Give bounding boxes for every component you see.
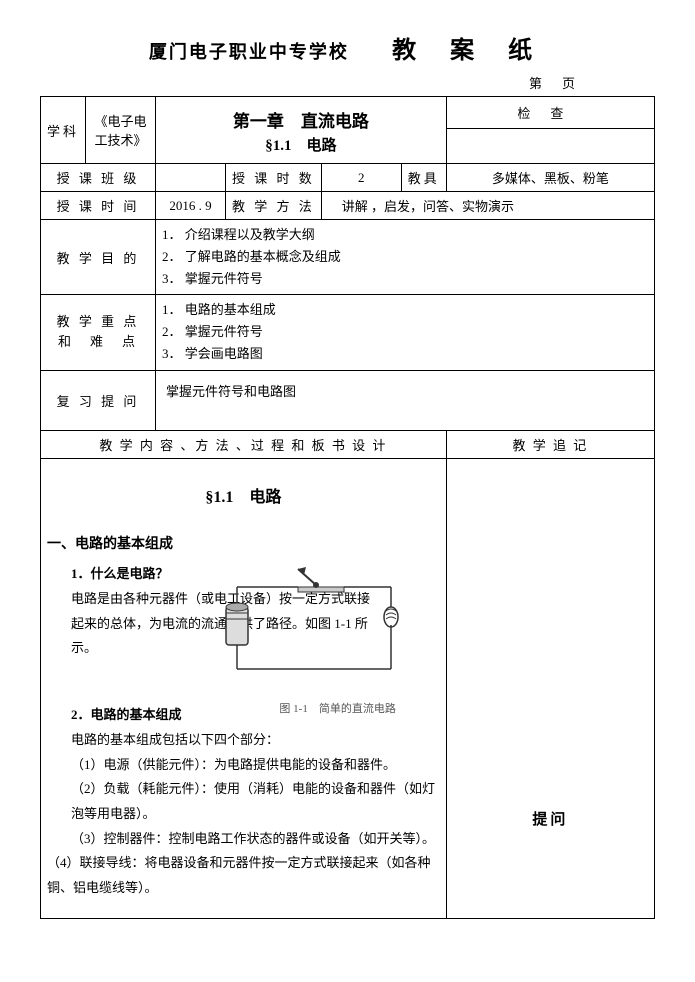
class-label: 授 课 班 级 <box>41 164 156 192</box>
body-title: §1.1 电路 <box>47 483 440 513</box>
doc-type: 教 案 纸 <box>392 30 546 65</box>
focus-item: 3． 学会画电路图 <box>162 343 648 365</box>
list-item: （2）负载（耗能元件）：使用（消耗）电能的设备和器件（如灯泡等用电器）。 <box>71 777 440 826</box>
subject-label: 学科 <box>41 97 86 164</box>
focus-content: 1． 电路的基本组成 2． 掌握元件符号 3． 学会画电路图 <box>156 295 655 370</box>
goal-item: 3． 掌握元件符号 <box>162 268 648 290</box>
lesson-plan-table: 学科 《电子电工技术》 第一章 直流电路 §1.1 电路 检查 授 课 班 级 … <box>40 96 655 919</box>
check-label: 检查 <box>446 97 654 129</box>
list-item: （3）控制器件：控制电路工作状态的器件或设备（如开关等）。 <box>71 827 440 852</box>
method-value: 讲解 ，启发，问答、实物演示 <box>321 192 654 220</box>
check-value <box>446 129 654 164</box>
notes-header: 教 学 追 记 <box>446 430 654 458</box>
content-header: 教 学 内 容 、方 法 、过 程 和 板 书 设 计 <box>41 430 447 458</box>
goal-item: 2． 了解电路的基本概念及组成 <box>162 246 648 268</box>
class-value <box>156 164 226 192</box>
paragraph: 电路的基本组成包括以下四个部分： <box>71 728 440 753</box>
figure-caption: 图 1-1 简单的直流电路 <box>279 699 395 720</box>
hours-value: 2 <box>321 164 401 192</box>
method-label: 教 学 方 法 <box>226 192 322 220</box>
goal-label: 教 学 目 的 <box>41 220 156 295</box>
tool-label: 教具 <box>401 164 446 192</box>
heading-1: 一、电路的基本组成 <box>47 532 440 559</box>
time-value: 2016 . 9 <box>156 192 226 220</box>
goal-item: 1． 介绍课程以及教学大纲 <box>162 224 648 246</box>
notes-column: 提问 <box>446 458 654 918</box>
circuit-diagram <box>216 559 416 689</box>
focus-label: 教 学 重 点 和 难 点 <box>41 295 156 370</box>
review-label: 复 习 提 问 <box>41 370 156 430</box>
chapter-title: 第一章 直流电路 <box>162 101 440 134</box>
section-title: §1.1 电路 <box>162 134 440 159</box>
subject-value: 《电子电工技术》 <box>86 97 156 164</box>
page-header: 厦门电子职业中专学校 教 案 纸 <box>40 30 655 65</box>
goal-content: 1． 介绍课程以及教学大纲 2． 了解电路的基本概念及组成 3． 掌握元件符号 <box>156 220 655 295</box>
ask-label: 提问 <box>453 808 648 829</box>
focus-item: 1． 电路的基本组成 <box>162 299 648 321</box>
content-body: §1.1 电路 一、电路的基本组成 1．什么是电路？ 电路是由各种元器件（或电工… <box>41 458 447 918</box>
list-item: （1）电源（供能元件）：为电路提供电能的设备和器件。 <box>71 753 440 778</box>
list-item: （4）联接导线：将电器设备和元器件按一定方式联接起来（如各种铜、铝电缆线等）。 <box>47 851 440 900</box>
focus-item: 2． 掌握元件符号 <box>162 321 648 343</box>
review-value: 掌握元件符号和电路图 <box>156 370 655 430</box>
tool-value: 多媒体、黑板、粉笔 <box>446 164 654 192</box>
school-name: 厦门电子职业中专学校 <box>149 38 349 64</box>
hours-label: 授 课 时 数 <box>226 164 322 192</box>
time-label: 授 课 时 间 <box>41 192 156 220</box>
page-number: 第页 <box>40 73 655 92</box>
